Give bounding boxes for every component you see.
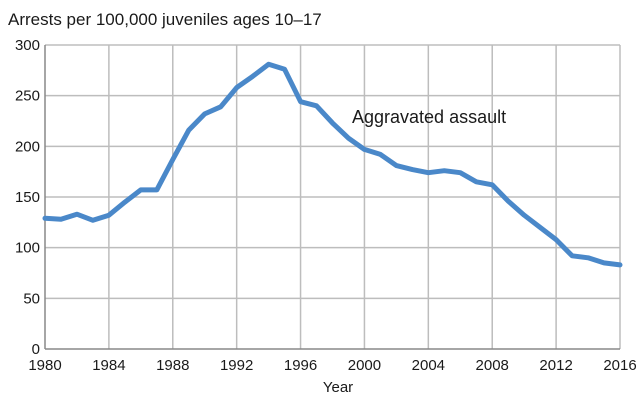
x-tick-label: 1988	[156, 357, 189, 374]
grid	[44, 44, 621, 350]
x-tick-label: 2012	[539, 357, 572, 374]
y-tick-label: 300	[15, 37, 40, 54]
y-tick-label: 250	[15, 88, 40, 105]
x-tick-label: 2016	[603, 357, 636, 374]
series-line	[42, 61, 623, 268]
y-tick-label: 50	[23, 290, 40, 307]
x-tick-label: 2000	[348, 357, 381, 374]
x-tick-label: 2004	[412, 357, 445, 374]
y-tick-label: 200	[15, 138, 40, 155]
x-tick-label: 2008	[476, 357, 509, 374]
x-axis-label: Year	[323, 379, 353, 396]
x-axis: 1980 1984 1988 1992 1996 2000 2004 2008 2012 2016	[28, 357, 636, 374]
series-label: Aggravated assault	[352, 107, 506, 127]
x-tick-label: 1980	[28, 357, 61, 374]
x-tick-label: 1984	[92, 357, 125, 374]
x-tick-label: 1992	[220, 357, 253, 374]
y-tick-label: 0	[32, 341, 40, 358]
series-group	[42, 61, 623, 268]
x-tick-label: 1996	[284, 357, 317, 374]
chart-title: Arrests per 100,000 juveniles ages 10–17	[8, 10, 322, 29]
y-tick-label: 100	[15, 240, 40, 257]
y-tick-label: 150	[15, 189, 40, 206]
y-axis: 0 50 100 150 200 250 300	[15, 37, 40, 358]
